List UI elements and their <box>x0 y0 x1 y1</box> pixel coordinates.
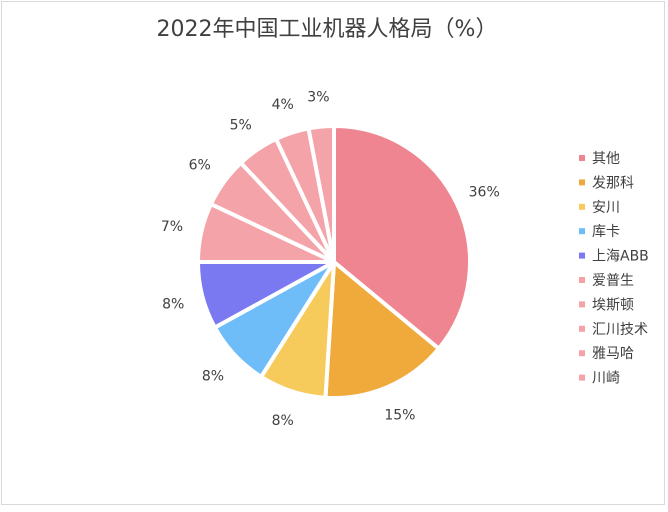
legend-item: 安川 <box>579 200 620 216</box>
legend-swatch <box>579 228 585 235</box>
legend-label: 发那科 <box>592 175 634 191</box>
legend-label: 川崎 <box>592 371 620 387</box>
legend-swatch <box>579 374 585 381</box>
slice-value-label: 8% <box>202 369 224 385</box>
legend-item: 汇川技术 <box>579 322 648 338</box>
pie-slices <box>196 124 472 400</box>
legend-label: 汇川技术 <box>592 322 648 338</box>
pie-slice-2 <box>323 260 441 400</box>
legend-swatch <box>579 179 585 186</box>
legend-item: 发那科 <box>579 175 634 191</box>
legend-label: 上海ABB <box>592 249 649 265</box>
slice-value-label: 5% <box>230 118 252 134</box>
legend-swatch <box>579 252 585 259</box>
pie-slice-10 <box>306 124 336 264</box>
legend-swatch <box>579 155 585 161</box>
legend-label: 雅马哈 <box>592 346 634 362</box>
slice-value-label: 3% <box>307 90 329 106</box>
slice-value-label: 8% <box>162 296 184 312</box>
slice-value-label: 4% <box>272 97 294 113</box>
legend-item: 川崎 <box>579 371 620 387</box>
slice-value-label: 6% <box>189 157 211 173</box>
legend-label: 埃斯顿 <box>592 297 634 313</box>
legend-item: 爱普生 <box>579 273 634 289</box>
slice-value-label: 15% <box>384 407 415 423</box>
legend-swatch <box>579 203 585 210</box>
slice-value-label: 7% <box>161 219 183 235</box>
slice-value-label: 36% <box>469 184 500 200</box>
legend-item: 库卡 <box>579 224 620 240</box>
slice-value-label: 8% <box>272 413 294 429</box>
legend-label: 安川 <box>592 200 620 216</box>
legend-swatch <box>579 350 585 357</box>
legend-swatch <box>579 277 585 283</box>
legend-item: 雅马哈 <box>579 346 634 362</box>
pie-value-labels: 36% 15% 8% 8% 8% 7% 6% 5% 4% 3% <box>161 90 500 429</box>
legend-item: 其他 <box>579 151 620 167</box>
legend-swatch <box>579 325 585 332</box>
legend-item: 埃斯顿 <box>579 297 634 313</box>
legend-item: 上海ABB <box>579 249 649 265</box>
legend-label: 库卡 <box>592 224 620 240</box>
legend-label: 其他 <box>592 151 620 167</box>
pie-slice-1 <box>332 124 472 351</box>
chart-title: 2022年中国工业机器人格局（%） <box>157 17 498 42</box>
legend-label: 爱普生 <box>592 273 634 289</box>
legend-swatch <box>579 301 585 308</box>
